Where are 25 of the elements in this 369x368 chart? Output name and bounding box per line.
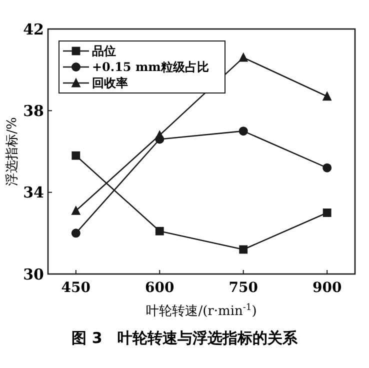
x-tick-label: 900: [312, 280, 342, 296]
x-tick-label: 750: [228, 280, 258, 296]
point: [72, 151, 80, 160]
x-axis-title: 叶轮转速/(r·min$^{-1}$): [146, 303, 257, 319]
point: [322, 163, 332, 172]
y-tick-label: 42: [23, 20, 44, 38]
point: [322, 91, 332, 101]
legend-label: 回收率: [92, 76, 128, 90]
point: [238, 52, 248, 62]
y-axis-title: 浮选指标/%: [5, 117, 20, 186]
legend-label: 品位: [92, 44, 116, 58]
x-tick-label: 600: [145, 280, 174, 296]
y-tick-label: 34: [23, 184, 44, 202]
y-tick-label: 30: [23, 265, 44, 284]
y-tick-label: 38: [23, 102, 44, 120]
point: [71, 206, 81, 215]
point: [322, 208, 332, 217]
point: [155, 134, 164, 144]
legend-label: +0.15 mm粒级占比: [92, 60, 209, 74]
x-tick-label: 450: [61, 280, 91, 296]
point: [239, 245, 248, 254]
point: [238, 126, 248, 136]
text: 图 3 叶轮转速与浮选指标的关系: [72, 329, 298, 347]
point: [71, 228, 80, 238]
point: [155, 226, 164, 236]
